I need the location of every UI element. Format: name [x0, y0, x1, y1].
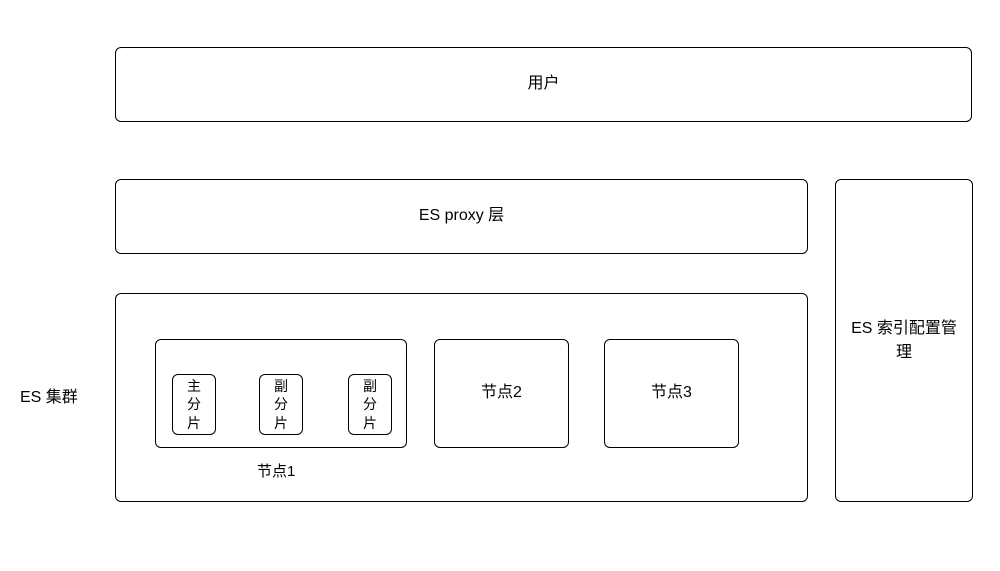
shard-replica1-box: 副分片: [259, 374, 303, 435]
shard-replica2-box: 副分片: [348, 374, 392, 435]
proxy-label: ES proxy 层: [419, 205, 504, 227]
node2-label: 节点2: [481, 382, 522, 404]
shard-replica1-label: 副分片: [274, 377, 288, 432]
config-label: ES 索引配置管理: [836, 317, 972, 365]
cluster-label: ES 集群: [20, 383, 78, 407]
node3-box: 节点3: [604, 339, 739, 448]
user-box: 用户: [115, 47, 972, 122]
node1-label: 节点1: [257, 460, 295, 481]
node3-label: 节点3: [651, 382, 692, 404]
shard-primary-box: 主分片: [172, 374, 216, 435]
user-label: 用户: [527, 73, 559, 95]
shard-replica2-label: 副分片: [363, 377, 377, 432]
node2-box: 节点2: [434, 339, 569, 448]
proxy-box: ES proxy 层: [115, 179, 808, 254]
config-box: ES 索引配置管理: [835, 179, 973, 502]
shard-primary-label: 主分片: [187, 377, 201, 432]
